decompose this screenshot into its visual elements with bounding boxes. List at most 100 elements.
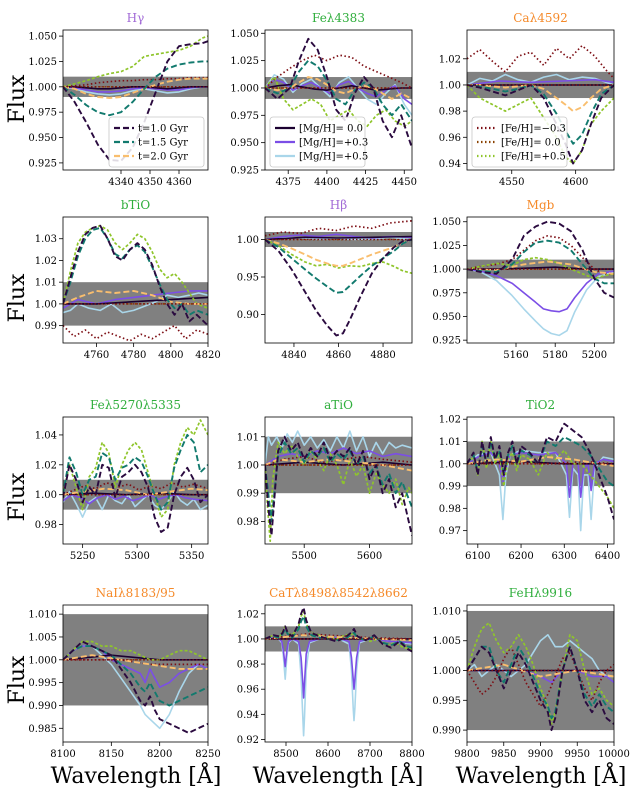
plot-frame xyxy=(62,29,209,171)
y-tick-label: 0.92 xyxy=(237,735,259,746)
y-tick-label: 1.01 xyxy=(439,437,461,448)
y-tick-label: 1.000 xyxy=(432,265,461,276)
y-tick-label: 1.050 xyxy=(432,217,461,228)
y-tick-label: 0.90 xyxy=(237,310,259,321)
legend-label: t=1.5 Gyr xyxy=(138,138,188,149)
panel-feh-9916: 9800 9850 9900 9950 10000 0.990 0.995 1.000 1.00… xyxy=(432,586,630,760)
y-tick-label: 0.975 xyxy=(28,108,57,119)
y-tick-label: 1.00 xyxy=(439,459,461,470)
y-tick-label: 1.050 xyxy=(28,32,57,43)
plot-frame xyxy=(466,416,615,545)
plot-frame xyxy=(62,416,209,545)
x-tick-label: 5200 xyxy=(582,350,607,361)
legend-label: [Fe/H]=+0.5 xyxy=(501,152,566,163)
x-tick-label: 8600 xyxy=(315,749,340,760)
series-line-t15 xyxy=(63,433,208,511)
y-tick-label: 0.950 xyxy=(432,312,461,323)
series-line-mgp5 xyxy=(467,268,614,337)
panel-fe-4383: 4375 4400 4425 4450 0.925 0.950 0.975 1.000 1.02… xyxy=(230,11,417,188)
y-tick-label: 0.98 xyxy=(35,520,57,531)
series-lines xyxy=(467,622,614,732)
series-lines xyxy=(467,220,614,337)
x-tick-label: 5300 xyxy=(124,551,149,562)
series-line-t15 xyxy=(265,441,412,523)
y-tick-label: 1.025 xyxy=(230,56,259,67)
series-line-mgp5 xyxy=(63,292,208,314)
y-tick-label: 1.02 xyxy=(35,256,57,267)
series-line-fep5 xyxy=(467,440,614,509)
series-line-mgp3 xyxy=(63,290,208,309)
series-line-t2 xyxy=(63,77,208,99)
y-tick-label: 0.96 xyxy=(237,685,259,696)
x-tick-label: 4450 xyxy=(392,177,417,188)
y-tick-label: 0.995 xyxy=(432,696,461,707)
x-tick-label: 4840 xyxy=(281,350,306,361)
legend-panel-1: [Mg/H]= 0.0 [Mg/H]=+0.3 [Mg/H]=+0.5 xyxy=(269,116,368,168)
x-tick-label: 4800 xyxy=(158,350,183,361)
x-tick-label: 4880 xyxy=(370,350,395,361)
y-tick-label: 0.925 xyxy=(28,158,57,169)
y-tick-label: 0.925 xyxy=(230,166,259,177)
series-line-mg0 xyxy=(265,235,412,241)
plot-frame xyxy=(62,216,209,344)
panel-atio: 5500 5600 0.98 0.99 1.00 1.01 aTiO xyxy=(237,398,413,562)
legend-label: [Fe/H]=−0.3 xyxy=(501,124,566,135)
panel-title: FeHλ9916 xyxy=(509,586,572,600)
x-tick-label: 5350 xyxy=(179,551,204,562)
panel-title: NaIλ8183/95 xyxy=(96,586,176,600)
x-axis-label-col1: Wavelength [Å] xyxy=(51,761,222,789)
x-tick-label: 8800 xyxy=(399,749,424,760)
series-line-mgp5 xyxy=(265,636,412,737)
y-tick-label: 1.005 xyxy=(432,636,461,647)
y-tick-label: 1.02 xyxy=(35,460,57,471)
legend-label: [Fe/H]= 0.0 xyxy=(501,138,561,149)
series-line-t1 xyxy=(265,37,412,149)
y-tick-label: 0.990 xyxy=(28,701,57,712)
y-tick-label: 1.02 xyxy=(439,54,461,65)
panel-h: 4840 4860 4880 0.90 0.95 1.00 Hβ xyxy=(237,198,413,361)
series-line-mg0 xyxy=(63,492,208,496)
plot-frame xyxy=(264,604,413,743)
series-line-t2 xyxy=(467,84,614,113)
series-line-fep5 xyxy=(63,35,208,88)
y-tick-label: 0.94 xyxy=(237,710,259,721)
series-lines xyxy=(265,606,412,737)
panel-title: Hγ xyxy=(127,11,145,25)
series-line-t2 xyxy=(63,487,208,496)
panel-title: Feλ4383 xyxy=(312,11,365,25)
x-tick-label: 5500 xyxy=(291,551,316,562)
y-tick-label: 1.000 xyxy=(432,666,461,677)
series-line-t2 xyxy=(63,289,208,305)
panel-h: 4340 4350 4360 0.925 0.950 0.975 1.000 1.025 1.0… xyxy=(28,11,209,188)
legend-label: [Mg/H]=+0.3 xyxy=(299,138,368,149)
series-line-fem3 xyxy=(265,219,412,237)
x-tick-label: 9800 xyxy=(454,749,479,760)
y-tick-label: 1.000 xyxy=(230,83,259,94)
y-axis-label-row2: Flux xyxy=(5,273,30,322)
y-tick-label: 0.98 xyxy=(439,107,461,118)
panel-title: Hβ xyxy=(330,198,347,212)
y-tick-label: 0.975 xyxy=(230,111,259,122)
series-line-mgp5 xyxy=(467,73,614,86)
series-line-t15 xyxy=(467,84,614,145)
x-tick-label: 4820 xyxy=(195,350,220,361)
series-lines xyxy=(63,224,208,342)
x-tick-label: 5160 xyxy=(503,350,528,361)
plot-frame xyxy=(264,416,413,545)
y-tick-label: 1.01 xyxy=(35,278,57,289)
series-line-fem3 xyxy=(63,324,208,342)
x-tick-label: 6200 xyxy=(508,551,533,562)
x-tick-label: 4360 xyxy=(166,177,191,188)
x-tick-label: 6300 xyxy=(552,551,577,562)
y-tick-label: 0.95 xyxy=(237,273,259,284)
x-tick-label: 8250 xyxy=(195,749,220,760)
y-tick-label: 1.00 xyxy=(237,235,259,246)
panel-mgb: 5160 5180 5200 0.925 0.950 0.975 1.000 1.025 1.0… xyxy=(432,198,615,361)
x-tick-label: 4860 xyxy=(326,350,351,361)
x-tick-label: 4780 xyxy=(121,350,146,361)
y-tick-label: 0.985 xyxy=(28,724,57,735)
series-line-fep5 xyxy=(63,224,208,309)
x-tick-label: 8200 xyxy=(147,749,172,760)
series-line-fep5 xyxy=(467,256,614,280)
